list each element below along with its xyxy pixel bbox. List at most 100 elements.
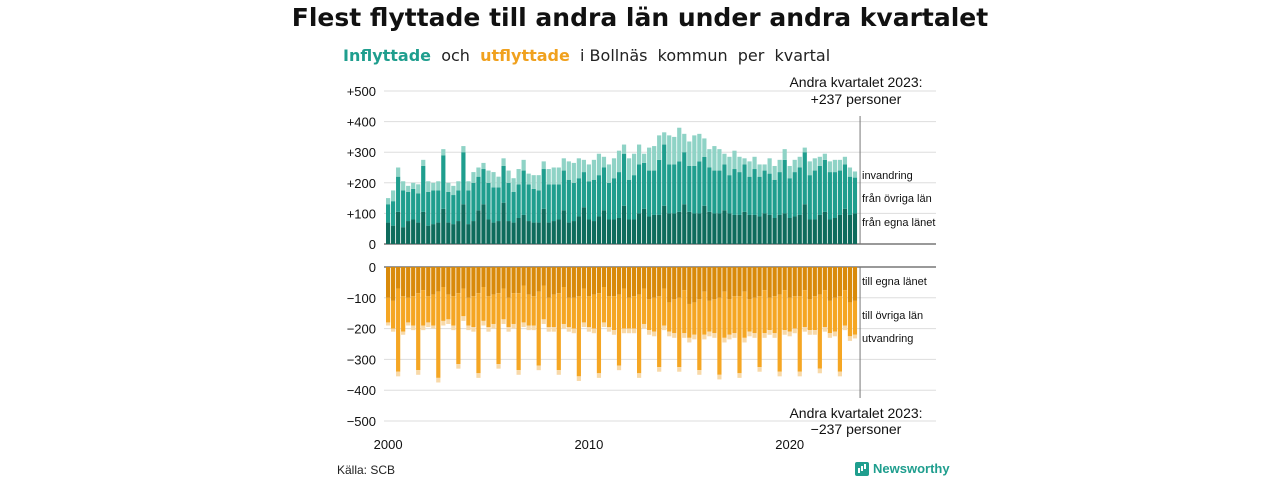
bar-in-fran-ovriga-lan	[637, 164, 642, 214]
bar-in-fran-ovriga-lan	[737, 172, 742, 215]
bar-ut-utvandring	[471, 327, 476, 332]
bar-in-invandring	[421, 159, 426, 166]
bar-in-fran-egna-lanet	[386, 222, 391, 244]
bar-in-fran-ovriga-lan	[406, 191, 411, 222]
bar-in-fran-egna-lanet	[411, 219, 416, 244]
bar-in-fran-egna-lanet	[526, 221, 531, 244]
brand[interactable]: Newsworthy	[855, 461, 950, 476]
y-tick-label-top: +400	[347, 115, 376, 130]
bar-ut-till-egna-lanet	[772, 267, 777, 297]
bar-in-fran-ovriga-lan	[516, 184, 521, 218]
bar-ut-till-ovriga-lan	[667, 302, 672, 332]
bar-in-fran-egna-lanet	[571, 221, 576, 244]
bar-in-fran-egna-lanet	[566, 222, 571, 244]
bar-ut-till-egna-lanet	[752, 267, 757, 298]
bar-in-fran-egna-lanet	[722, 210, 727, 244]
bar-ut-utvandring	[807, 330, 812, 335]
bar-ut-utvandring	[586, 327, 591, 332]
bar-in-fran-ovriga-lan	[396, 176, 401, 212]
bar-ut-utvandring	[506, 327, 511, 332]
bar-in-invandring	[621, 144, 627, 154]
bar-in-invandring	[526, 173, 531, 185]
bar-ut-till-ovriga-lan	[677, 297, 682, 368]
annotation-bottom-line1: Andra kvartalet 2023:	[789, 405, 922, 421]
bar-in-fran-egna-lanet	[752, 214, 757, 244]
bar-in-fran-ovriga-lan	[722, 164, 727, 211]
bar-in-invandring	[516, 169, 521, 185]
bar-in-fran-egna-lanet	[852, 213, 858, 244]
bar-in-fran-egna-lanet	[446, 222, 451, 244]
bar-in-fran-ovriga-lan	[531, 188, 536, 223]
bar-ut-till-ovriga-lan	[847, 302, 853, 337]
bar-in-invandring	[852, 171, 858, 178]
bar-ut-till-egna-lanet	[787, 267, 792, 298]
bar-ut-till-ovriga-lan	[401, 296, 406, 332]
bar-ut-till-egna-lanet	[586, 267, 591, 297]
bar-in-invandring	[616, 150, 622, 173]
bar-in-fran-ovriga-lan	[807, 175, 812, 220]
bar-ut-till-ovriga-lan	[461, 288, 466, 317]
y-tick-label-bottom: 0	[369, 260, 376, 275]
bar-ut-till-egna-lanet	[456, 267, 461, 294]
y-tick-label-top: +200	[347, 176, 376, 191]
bar-in-invandring	[386, 198, 391, 205]
bar-in-fran-egna-lanet	[461, 204, 466, 244]
bar-in-invandring	[837, 159, 842, 171]
bar-in-fran-egna-lanet	[451, 224, 456, 244]
bar-ut-till-ovriga-lan	[436, 291, 441, 378]
bar-ut-till-ovriga-lan	[576, 296, 581, 377]
bar-ut-till-ovriga-lan	[807, 299, 812, 331]
bar-in-fran-ovriga-lan	[642, 162, 647, 209]
bar-ut-utvandring	[426, 322, 431, 328]
bar-ut-till-ovriga-lan	[411, 296, 416, 326]
bar-ut-utvandring	[461, 316, 466, 321]
bar-ut-till-ovriga-lan	[782, 290, 787, 331]
bar-ut-till-ovriga-lan	[747, 299, 752, 332]
bar-ut-till-ovriga-lan	[551, 294, 556, 328]
bar-ut-till-ovriga-lan	[687, 303, 692, 338]
bar-in-fran-egna-lanet	[842, 208, 848, 244]
bar-ut-utvandring	[611, 330, 617, 335]
bar-in-fran-egna-lanet	[421, 211, 426, 244]
bar-ut-utvandring	[521, 322, 526, 328]
bar-ut-till-egna-lanet	[461, 267, 466, 289]
bar-ut-till-egna-lanet	[471, 267, 476, 297]
bar-in-fran-ovriga-lan	[752, 169, 757, 215]
bar-in-fran-ovriga-lan	[521, 170, 526, 215]
bar-in-fran-ovriga-lan	[707, 167, 712, 212]
bar-ut-till-egna-lanet	[391, 267, 396, 301]
bar-ut-till-egna-lanet	[852, 267, 858, 301]
bar-in-invandring	[697, 133, 702, 162]
bar-in-fran-egna-lanet	[742, 211, 747, 244]
bar-in-fran-ovriga-lan	[631, 175, 637, 220]
bar-in-invandring	[596, 153, 602, 176]
bar-in-fran-ovriga-lan	[441, 155, 446, 209]
bar-ut-utvandring	[571, 328, 576, 334]
bar-in-fran-egna-lanet	[692, 213, 697, 244]
bar-ut-till-egna-lanet	[616, 267, 622, 295]
bar-in-fran-ovriga-lan	[692, 165, 697, 214]
bar-in-fran-egna-lanet	[727, 213, 732, 244]
bar-in-invandring	[817, 156, 822, 166]
bar-ut-utvandring	[762, 333, 767, 338]
bar-in-invandring	[451, 185, 456, 196]
bar-ut-till-ovriga-lan	[626, 297, 632, 329]
bar-ut-till-egna-lanet	[797, 267, 802, 297]
bar-in-invandring	[812, 158, 817, 171]
bar-ut-utvandring	[702, 334, 707, 340]
bar-ut-till-egna-lanet	[501, 267, 506, 289]
bar-ut-till-egna-lanet	[832, 267, 837, 298]
bar-ut-utvandring	[491, 323, 496, 329]
bar-in-invandring	[411, 182, 416, 189]
bar-ut-till-egna-lanet	[837, 267, 842, 297]
bar-ut-till-ovriga-lan	[822, 290, 827, 328]
bar-ut-till-ovriga-lan	[767, 297, 772, 331]
bar-ut-utvandring	[566, 327, 571, 332]
bar-in-fran-egna-lanet	[757, 216, 762, 244]
bar-in-fran-egna-lanet	[406, 221, 411, 244]
bar-in-invandring	[677, 127, 682, 162]
bar-in-invandring	[842, 156, 848, 165]
bar-in-fran-egna-lanet	[516, 217, 521, 244]
bar-ut-till-egna-lanet	[782, 267, 787, 291]
bar-in-fran-ovriga-lan	[712, 170, 717, 214]
